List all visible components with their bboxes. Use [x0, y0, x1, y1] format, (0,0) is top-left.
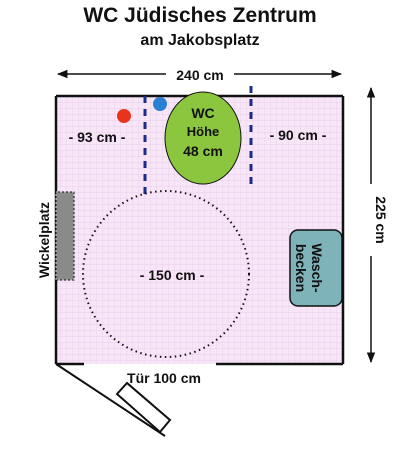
wc-height-label: Höhe — [187, 124, 220, 139]
height-label: 225 cm — [373, 196, 389, 243]
height-label-bg — [361, 184, 381, 256]
door-label: Tür 100 cm — [127, 370, 201, 386]
width-label: 240 cm — [176, 67, 223, 83]
blue-flush-button — [153, 97, 167, 111]
changing-table-pattern — [55, 191, 75, 281]
plan-subtitle: am Jakobsplatz — [140, 32, 260, 49]
turning-circle-label: - 150 cm - — [140, 267, 205, 283]
sink-label-line1: Wasch- — [309, 243, 325, 293]
changing-table-label: Wickelplatz — [36, 202, 52, 278]
wc-bowl — [164, 91, 242, 185]
plan-title: WC Jüdisches Zentrum — [83, 4, 317, 27]
changing-table-label-bg — [36, 190, 52, 282]
changing-table — [55, 191, 75, 281]
right-clearance-label: - 90 cm - — [270, 127, 327, 143]
width-label-bg — [166, 64, 234, 84]
sink-label-line2: becken — [293, 244, 309, 292]
door-line — [55, 363, 166, 437]
sink — [289, 229, 343, 307]
wc-height-value: 48 cm — [183, 143, 223, 159]
wc-label: WC — [191, 105, 214, 121]
turning-circle — [82, 190, 250, 358]
door-leaf — [115, 381, 172, 434]
red-emergency-button — [117, 109, 131, 123]
door — [55, 363, 172, 437]
left-clearance-label: - 93 cm - — [69, 129, 126, 145]
